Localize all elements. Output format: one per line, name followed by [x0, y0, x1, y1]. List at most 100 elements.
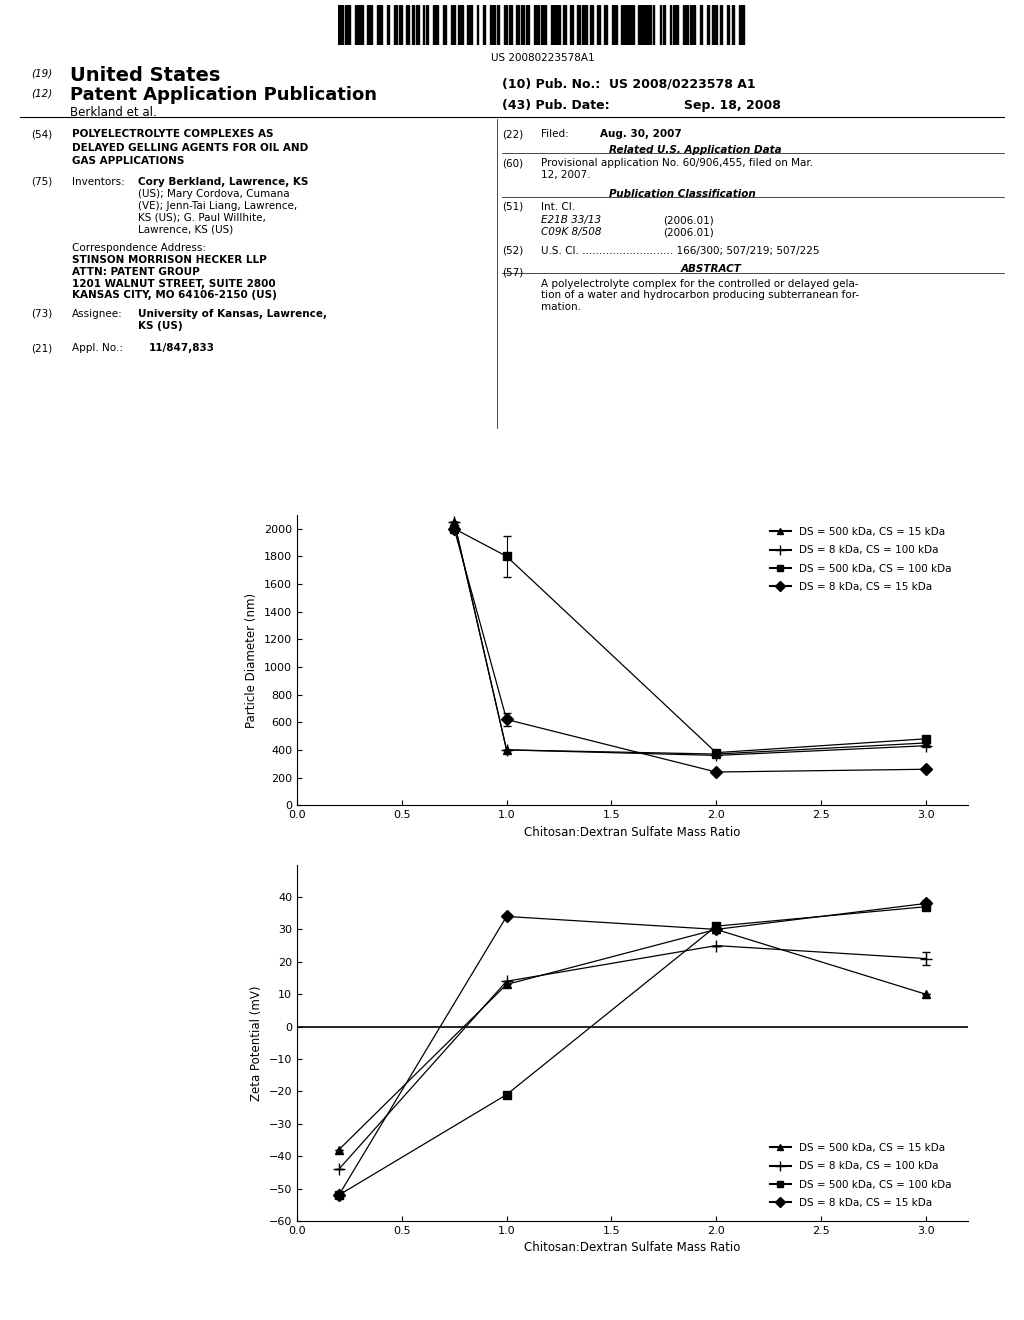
Bar — [541, 5, 546, 45]
Bar — [377, 5, 382, 45]
Text: tion of a water and hydrocarbon producing subterranean for-: tion of a water and hydrocarbon producin… — [541, 290, 859, 301]
Bar — [504, 5, 507, 45]
Text: Berkland et al.: Berkland et al. — [70, 106, 157, 119]
Y-axis label: Zeta Potential (mV): Zeta Potential (mV) — [250, 985, 263, 1101]
Legend: DS = 500 kDa, CS = 15 kDa, DS = 8 kDa, CS = 100 kDa, DS = 500 kDa, CS = 100 kDa,: DS = 500 kDa, CS = 15 kDa, DS = 8 kDa, C… — [766, 1139, 955, 1212]
Text: (19): (19) — [31, 69, 52, 79]
Text: (21): (21) — [31, 343, 52, 354]
Bar — [644, 5, 647, 45]
Bar — [355, 5, 356, 45]
Bar — [621, 5, 626, 45]
Text: KANSAS CITY, MO 64106-2150 (US): KANSAS CITY, MO 64106-2150 (US) — [72, 290, 276, 301]
Bar — [413, 5, 414, 45]
Text: United States: United States — [70, 66, 220, 84]
Bar — [633, 5, 634, 45]
Bar — [582, 5, 587, 45]
Text: (57): (57) — [502, 268, 523, 279]
Bar — [416, 5, 419, 45]
Bar — [387, 5, 389, 45]
Text: Provisional application No. 60/906,455, filed on Mar.: Provisional application No. 60/906,455, … — [541, 158, 813, 169]
Bar — [597, 5, 600, 45]
Text: (73): (73) — [31, 309, 52, 319]
Bar — [727, 5, 729, 45]
Text: 11/847,833: 11/847,833 — [148, 343, 214, 354]
Text: (22): (22) — [502, 129, 523, 140]
Bar — [452, 5, 455, 45]
Text: (52): (52) — [502, 246, 523, 256]
Bar — [535, 5, 540, 45]
Bar — [483, 5, 485, 45]
Text: (10) Pub. No.:  US 2008/0223578 A1: (10) Pub. No.: US 2008/0223578 A1 — [502, 78, 756, 91]
Text: (60): (60) — [502, 158, 523, 169]
Bar — [732, 5, 734, 45]
Text: (US); Mary Cordova, Cumana: (US); Mary Cordova, Cumana — [138, 189, 290, 199]
Bar — [490, 5, 496, 45]
Text: KS (US): KS (US) — [138, 321, 183, 331]
Text: (54): (54) — [31, 129, 52, 140]
Bar — [670, 5, 672, 45]
Bar — [690, 5, 695, 45]
Text: U.S. Cl. ........................... 166/300; 507/219; 507/225: U.S. Cl. ........................... 166… — [541, 246, 819, 256]
Bar — [659, 5, 662, 45]
Bar — [652, 5, 654, 45]
Bar — [700, 5, 701, 45]
Bar — [521, 5, 524, 45]
Text: Inventors:: Inventors: — [72, 177, 125, 187]
Bar — [477, 5, 478, 45]
Text: 12, 2007.: 12, 2007. — [541, 170, 590, 181]
Bar — [612, 5, 617, 45]
Text: Lawrence, KS (US): Lawrence, KS (US) — [138, 224, 233, 235]
Bar — [707, 5, 709, 45]
Bar — [442, 5, 446, 45]
Bar — [638, 5, 643, 45]
Text: Cory Berkland, Lawrence, KS: Cory Berkland, Lawrence, KS — [138, 177, 308, 187]
Text: (43) Pub. Date:: (43) Pub. Date: — [502, 99, 609, 112]
Bar — [663, 5, 665, 45]
Bar — [458, 5, 463, 45]
Bar — [358, 5, 364, 45]
Text: GAS APPLICATIONS: GAS APPLICATIONS — [72, 156, 184, 166]
Text: Related U.S. Application Data: Related U.S. Application Data — [609, 145, 782, 156]
Bar — [739, 5, 744, 45]
Bar — [577, 5, 580, 45]
Text: ATTN: PATENT GROUP: ATTN: PATENT GROUP — [72, 267, 200, 277]
Bar — [345, 5, 350, 45]
Bar — [516, 5, 519, 45]
Text: E21B 33/13: E21B 33/13 — [541, 215, 601, 226]
Text: Sep. 18, 2008: Sep. 18, 2008 — [684, 99, 781, 112]
Text: Int. Cl.: Int. Cl. — [541, 202, 574, 213]
Text: STINSON MORRISON HECKER LLP: STINSON MORRISON HECKER LLP — [72, 255, 266, 265]
Text: University of Kansas, Lawrence,: University of Kansas, Lawrence, — [138, 309, 328, 319]
Bar — [649, 5, 651, 45]
Text: 1201 WALNUT STREET, SUITE 2800: 1201 WALNUT STREET, SUITE 2800 — [72, 279, 275, 289]
Bar — [426, 5, 428, 45]
Y-axis label: Particle Diameter (nm): Particle Diameter (nm) — [246, 593, 258, 727]
Bar — [367, 5, 372, 45]
Text: ABSTRACT: ABSTRACT — [681, 264, 741, 275]
Bar — [563, 5, 566, 45]
Text: DELAYED GELLING AGENTS FOR OIL AND: DELAYED GELLING AGENTS FOR OIL AND — [72, 143, 308, 153]
Text: POLYELECTROLYTE COMPLEXES AS: POLYELECTROLYTE COMPLEXES AS — [72, 129, 273, 140]
Legend: DS = 500 kDa, CS = 15 kDa, DS = 8 kDa, CS = 100 kDa, DS = 500 kDa, CS = 100 kDa,: DS = 500 kDa, CS = 15 kDa, DS = 8 kDa, C… — [766, 523, 955, 597]
Text: (75): (75) — [31, 177, 52, 187]
Bar — [467, 5, 472, 45]
Text: Assignee:: Assignee: — [72, 309, 123, 319]
Text: (2006.01): (2006.01) — [664, 215, 715, 226]
Text: Correspondence Address:: Correspondence Address: — [72, 243, 206, 253]
Bar — [399, 5, 402, 45]
Text: Patent Application Publication: Patent Application Publication — [70, 86, 377, 104]
Bar — [509, 5, 512, 45]
Bar — [683, 5, 688, 45]
Text: Publication Classification: Publication Classification — [609, 189, 756, 199]
X-axis label: Chitosan:Dextran Sulfate Mass Ratio: Chitosan:Dextran Sulfate Mass Ratio — [524, 1241, 740, 1254]
Bar — [673, 5, 678, 45]
Bar — [628, 5, 631, 45]
Text: (2006.01): (2006.01) — [664, 227, 715, 238]
Bar — [551, 5, 555, 45]
Bar — [525, 5, 529, 45]
Bar — [604, 5, 607, 45]
Bar — [590, 5, 594, 45]
Bar — [394, 5, 397, 45]
Text: (12): (12) — [31, 88, 52, 99]
Text: (51): (51) — [502, 202, 523, 213]
